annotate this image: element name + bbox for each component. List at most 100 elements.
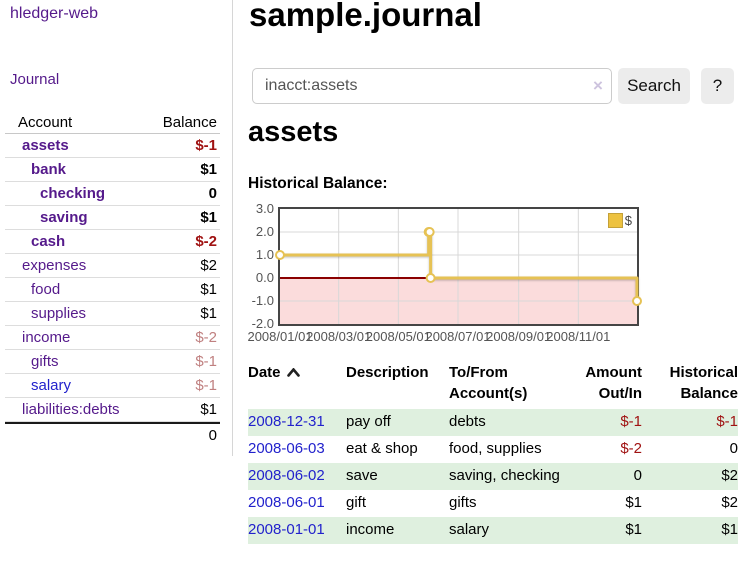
description-cell: pay off	[346, 413, 391, 430]
page-title: sample.journal	[249, 0, 482, 33]
chart-plot-area: $	[275, 207, 642, 326]
app-brand-link[interactable]: hledger-web	[10, 5, 99, 22]
account-balance: $-1	[195, 353, 217, 370]
x-axis-tick-label: 2008/03/01	[306, 329, 372, 344]
x-axis-tick-label: 2008/05/01	[365, 329, 431, 344]
account-balance: $2	[200, 257, 217, 274]
account-row: gifts $-1	[5, 350, 220, 374]
account-row: income $-2	[5, 326, 220, 350]
account-balance: $1	[200, 305, 217, 322]
description-cell: income	[346, 521, 395, 538]
transaction-row: 2008-12-31 pay off debts $-1 $-1	[248, 409, 738, 436]
search-button[interactable]: Search	[618, 68, 690, 104]
account-row: liabilities:debts $1	[5, 398, 220, 422]
account-balance: $-1	[195, 137, 217, 154]
y-axis-tick-label: 1.0	[255, 247, 274, 262]
account-balance: $1	[200, 401, 217, 418]
x-axis-tick-label: 2008/07/01	[425, 329, 491, 344]
account-row: checking 0	[5, 182, 220, 206]
y-axis-tick-label: 0.0	[255, 270, 274, 285]
account-row: expenses $2	[5, 254, 220, 278]
account-balance: $1	[200, 161, 217, 178]
description-cell: gift	[346, 494, 367, 511]
legend-label: $	[624, 213, 632, 228]
description-cell: eat & shop	[346, 440, 418, 457]
account-row: salary $-1	[5, 374, 220, 398]
date-cell: 2008-06-03	[248, 436, 346, 463]
y-axis-tick-label: -2.0	[251, 316, 274, 331]
amount-cell: 0	[633, 467, 642, 484]
accounts-cell: food, supplies	[449, 440, 542, 457]
account-link[interactable]: assets	[22, 137, 69, 154]
amount-cell: $1	[625, 521, 642, 538]
account-heading: assets	[248, 116, 339, 148]
balance-cell: $2	[721, 494, 738, 511]
description-cell: save	[346, 467, 378, 484]
account-link[interactable]: salary	[31, 377, 72, 394]
chart-canvas	[275, 209, 642, 324]
account-row: supplies $1	[5, 302, 220, 326]
transaction-date-link[interactable]: 2008-06-01	[248, 494, 325, 511]
date-cell: 2008-06-01	[248, 490, 346, 517]
chart-title: Historical Balance:	[248, 175, 388, 192]
sidebar-item-journal[interactable]: Journal	[10, 71, 60, 88]
transaction-date-link[interactable]: 2008-01-01	[248, 521, 325, 538]
column-header-balance: Historical Balance	[669, 364, 738, 402]
sort-ascending-icon	[286, 367, 300, 377]
accounts-cell: gifts	[449, 494, 477, 511]
account-row: food $1	[5, 278, 220, 302]
y-axis-tick-label: 3.0	[255, 201, 274, 216]
account-row: cash $-2	[5, 230, 220, 254]
account-link[interactable]: income	[22, 329, 71, 346]
account-link[interactable]: food	[31, 281, 61, 298]
column-header-accounts: To/From Account(s)	[449, 364, 528, 402]
account-link[interactable]: supplies	[31, 305, 87, 322]
account-table-header: Account Balance	[5, 106, 220, 134]
transaction-date-link[interactable]: 2008-06-02	[248, 467, 325, 484]
balance-cell: $1	[721, 521, 738, 538]
column-header-description: Description	[346, 364, 429, 381]
accounts-cell: salary	[449, 521, 490, 538]
account-link[interactable]: saving	[40, 209, 88, 226]
transaction-row: 2008-06-03 eat & shop food, supplies $-2 0	[248, 436, 738, 463]
amount-cell: $-1	[620, 413, 642, 430]
search-input[interactable]	[252, 68, 612, 104]
account-column-header: Account	[18, 114, 73, 131]
account-link[interactable]: expenses	[22, 257, 87, 274]
account-balance: $1	[200, 281, 217, 298]
balance-column-header: Balance	[162, 114, 217, 131]
account-link[interactable]: bank	[31, 161, 67, 178]
account-link[interactable]: checking	[40, 185, 106, 202]
account-link[interactable]: liabilities:debts	[22, 401, 120, 418]
x-axis-tick-label: 2008/11/01	[546, 329, 611, 344]
transaction-row: 2008-06-02 save saving, checking 0 $2	[248, 463, 738, 490]
transaction-date-link[interactable]: 2008-06-03	[248, 440, 325, 457]
accounts-cell: saving, checking	[449, 467, 560, 484]
amount-cell: $1	[625, 494, 642, 511]
account-balance: 0	[208, 185, 217, 202]
accounts-cell: debts	[449, 413, 486, 430]
x-axis-tick-label: 2008/09/01	[486, 329, 552, 344]
clear-search-icon[interactable]: ×	[593, 76, 603, 95]
register-header-row: Date Description To/From Account(s) Amou…	[248, 362, 738, 409]
accounts-total-value: 0	[208, 426, 217, 444]
x-axis-tick-label: 2008/01/01	[247, 329, 313, 344]
column-header-date[interactable]: Date	[248, 362, 346, 409]
register-table: Date Description To/From Account(s) Amou…	[248, 362, 738, 544]
transaction-date-link[interactable]: 2008-12-31	[248, 413, 325, 430]
account-balance: $-2	[195, 233, 217, 250]
date-cell: 2008-06-02	[248, 463, 346, 490]
account-row: bank $1	[5, 158, 220, 182]
account-link[interactable]: cash	[31, 233, 66, 250]
transaction-row: 2008-06-01 gift gifts $1 $2	[248, 490, 738, 517]
transaction-row: 2008-01-01 income salary $1 $1	[248, 517, 738, 544]
account-balance-table: Account Balance assets $-1 bank $1 checking 0…	[5, 106, 220, 446]
legend-swatch-icon	[607, 213, 623, 228]
account-link[interactable]: gifts	[31, 353, 59, 370]
sidebar-divider	[232, 0, 233, 456]
help-button[interactable]: ?	[701, 68, 734, 104]
account-row: saving $1	[5, 206, 220, 230]
account-balance: $-2	[195, 329, 217, 346]
y-axis-tick-label: 2.0	[255, 224, 274, 239]
date-cell: 2008-01-01	[248, 517, 346, 544]
